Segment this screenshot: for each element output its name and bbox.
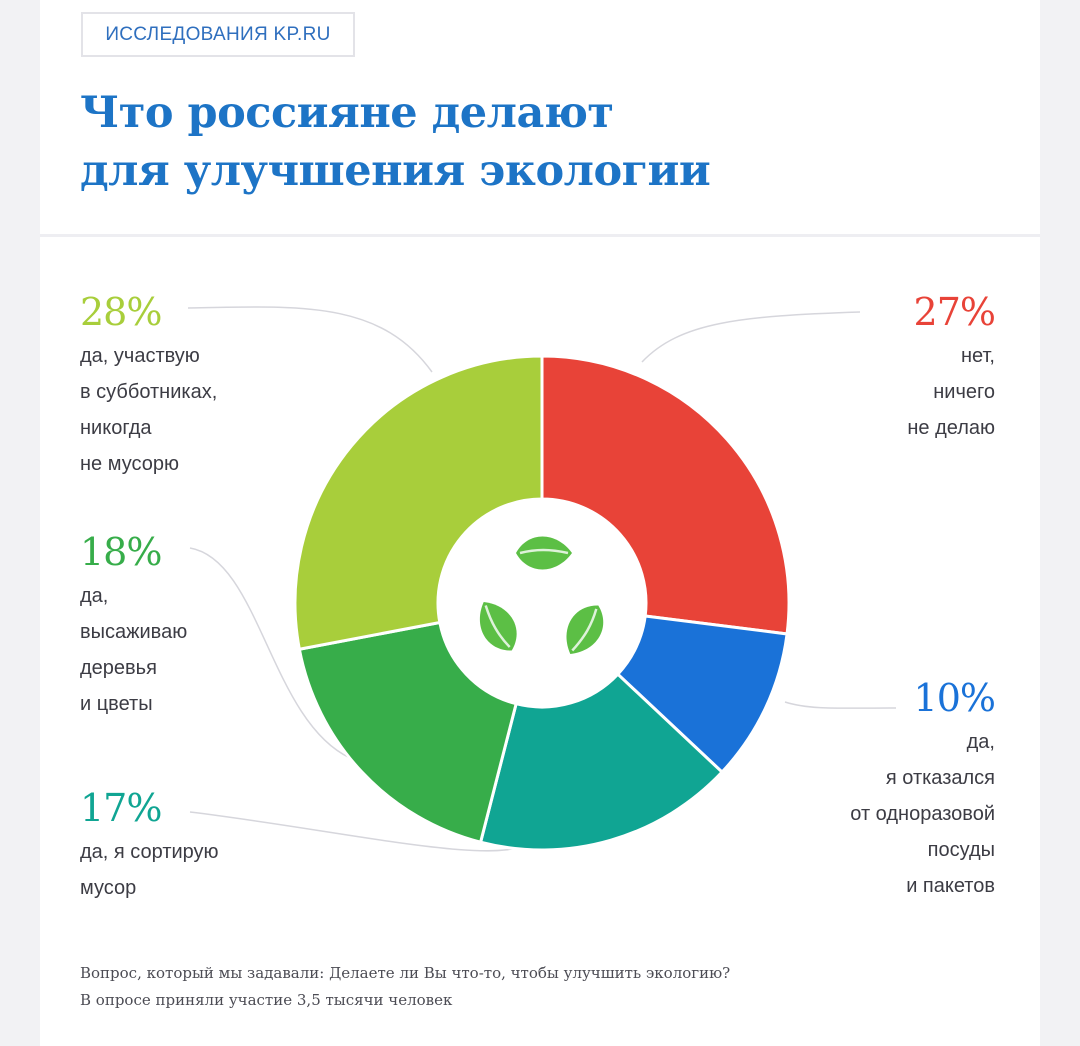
leaf-left-icon bbox=[479, 602, 517, 651]
leaf-top-icon bbox=[516, 536, 572, 570]
leader-line-none bbox=[641, 311, 861, 363]
donut-hole bbox=[438, 499, 646, 707]
label-none-text: нет, ничего не делаю bbox=[907, 345, 995, 439]
footnote-sample: В опросе приняли участие 3,5 тысячи чело… bbox=[80, 991, 453, 1009]
label-plant-percent: 18% bbox=[80, 530, 162, 574]
chart-slices bbox=[293, 354, 791, 852]
label-refuse-plastic-text: да, я отказался от одноразовой посуды и … bbox=[850, 731, 995, 897]
recycle-leaves-icon bbox=[479, 536, 604, 654]
footnote-question: Вопрос, который мы задавали: Делаете ли … bbox=[80, 964, 731, 982]
label-refuse-plastic-percent: 10% bbox=[913, 676, 996, 720]
slice-plant bbox=[297, 620, 518, 845]
leader-line-cleanup bbox=[187, 306, 433, 373]
label-cleanup-text: да, участвую в субботниках, никогда не м… bbox=[80, 345, 218, 475]
source-badge[interactable]: ИССЛЕДОВАНИЯ KP.RU bbox=[81, 12, 355, 57]
label-sort-text: да, я сортирую мусор bbox=[80, 841, 219, 899]
page-title: Что россияне делают для улучшения эколог… bbox=[80, 84, 840, 200]
label-cleanup-percent: 28% bbox=[80, 290, 162, 334]
donut-chart bbox=[187, 306, 897, 852]
label-none-percent: 27% bbox=[913, 290, 996, 334]
leader-line-plant bbox=[189, 547, 351, 759]
label-sort-percent: 17% bbox=[80, 786, 162, 830]
title-line-2: для улучшения экологии bbox=[80, 146, 711, 196]
title-line-1: Что россияне делают bbox=[80, 88, 614, 138]
leaf-right-icon bbox=[566, 605, 604, 654]
footnote: Вопрос, который мы задавали: Делаете ли … bbox=[80, 960, 980, 1014]
leader-line-refuse_plastic bbox=[784, 701, 897, 709]
divider bbox=[40, 234, 1040, 237]
infographic-card: ИССЛЕДОВАНИЯ KP.RU Что россияне делают д… bbox=[40, 0, 1040, 1046]
label-plant-text: да, высаживаю деревья и цветы bbox=[80, 585, 188, 715]
